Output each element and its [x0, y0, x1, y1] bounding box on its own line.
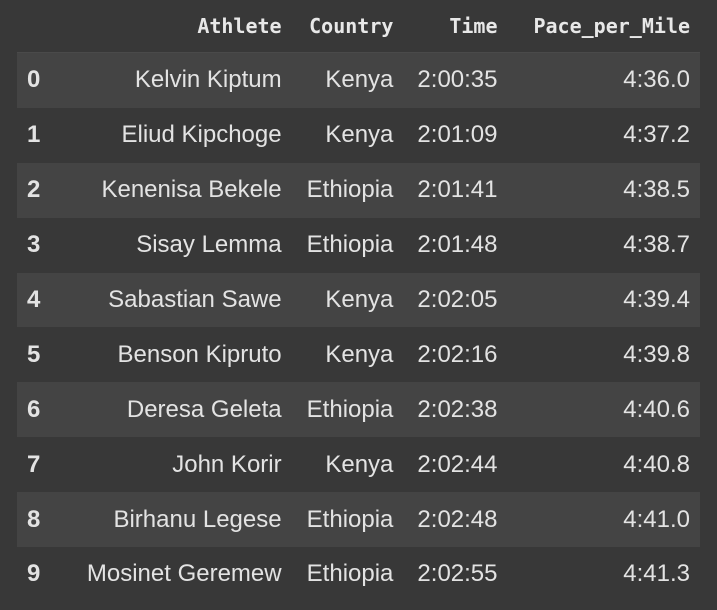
row-index: 5 [27, 340, 41, 368]
table-cell: Deresa Geleta [55, 382, 292, 438]
column-header: Country [291, 0, 404, 53]
table-row: 0 Kelvin Kiptum Kenya 2:00:35 4:36.0 [17, 52, 700, 108]
table-cell: Birhanu Legese [55, 492, 292, 548]
table-row: 3 Sisay Lemma Ethiopia 2:01:48 4:38.7 [17, 218, 700, 273]
table-cell: 4:37.2 [623, 121, 690, 149]
table-row: 2 Kenenisa Bekele Ethiopia 2:01:41 4:38.5 [17, 162, 700, 218]
table-row: 4 Sabastian Sawe Kenya 2:02:05 4:39.4 [17, 272, 700, 328]
table-cell: 2:01:48 [417, 231, 498, 259]
table-cell: 4:39.4 [507, 272, 700, 328]
row-index: 3 [27, 231, 41, 259]
table-cell: 4:39.8 [623, 340, 690, 368]
data-table: Athlete Country Time Pace_per_Mile 0 Kelvin … [17, 0, 700, 602]
column-header: Time [403, 0, 508, 53]
table-cell: Ethiopia [306, 560, 394, 588]
row-index: 7 [27, 450, 41, 478]
table-cell: John Korir [172, 450, 282, 478]
table-cell: 4:38.7 [623, 231, 690, 259]
table-cell: 4:36.0 [507, 52, 700, 108]
table-cell: Kenya [291, 272, 404, 328]
table-cell: Kenya [325, 121, 394, 149]
table-cell: 4:41.3 [623, 560, 690, 588]
table-cell: 2:02:16 [417, 340, 498, 368]
row-index: 0 [17, 52, 55, 108]
table-cell: Eliud Kipchoge [121, 121, 282, 149]
table-cell: 4:40.6 [507, 382, 700, 438]
table-cell: Ethiopia [306, 231, 394, 259]
table-cell: Mosinet Geremew [86, 560, 282, 588]
table-cell: 4:40.8 [623, 450, 690, 478]
table-cell: 2:02:05 [403, 272, 508, 328]
table-cell: Kenya [291, 52, 404, 108]
table-row: 7 John Korir Kenya 2:02:44 4:40.8 [17, 437, 700, 492]
table-cell: 4:41.0 [507, 492, 700, 548]
table-cell: 2:02:55 [417, 560, 498, 588]
row-index: 8 [17, 492, 55, 548]
column-header: Pace_per_Mile [507, 0, 700, 53]
table-cell: Kenenisa Bekele [55, 162, 292, 218]
table-cell: 2:02:48 [403, 492, 508, 548]
table-cell: Ethiopia [291, 382, 404, 438]
table-cell: 2:02:44 [417, 450, 498, 478]
row-index: 4 [17, 272, 55, 328]
table-cell: 2:01:41 [403, 162, 508, 218]
table-cell: Sabastian Sawe [55, 272, 292, 328]
table-body: 0 Kelvin Kiptum Kenya 2:00:35 4:36.0 1 Eliud K… [17, 52, 700, 602]
table-cell: Ethiopia [291, 162, 404, 218]
table-cell: 2:00:35 [403, 52, 508, 108]
table-cell: Sisay Lemma [136, 231, 282, 259]
table-cell: Kenya [325, 450, 394, 478]
header-row: Athlete Country Time Pace_per_Mile [17, 0, 700, 53]
table-cell: Kelvin Kiptum [55, 52, 292, 108]
row-index: 9 [27, 560, 41, 588]
table-row: 6 Deresa Geleta Ethiopia 2:02:38 4:40.6 [17, 382, 700, 438]
table-cell: 2:02:38 [403, 382, 508, 438]
row-index: 2 [17, 162, 55, 218]
table-cell: Ethiopia [291, 492, 404, 548]
row-index: 1 [27, 121, 41, 149]
row-index: 6 [17, 382, 55, 438]
table-cell: Benson Kipruto [117, 340, 282, 368]
table-cell: Kenya [325, 340, 394, 368]
table-row: 5 Benson Kipruto Kenya 2:02:16 4:39.8 [17, 327, 700, 382]
column-header: Athlete [55, 0, 292, 53]
table-cell: 4:38.5 [507, 162, 700, 218]
table-cell: 2:01:09 [417, 121, 498, 149]
table-row: 8 Birhanu Legese Ethiopia 2:02:48 4:41.0 [17, 492, 700, 548]
table-row: 9 Mosinet Geremew Ethiopia 2:02:55 4:41.3 [17, 547, 700, 602]
index-header [17, 0, 55, 53]
table-row: 1 Eliud Kipchoge Kenya 2:01:09 4:37.2 [17, 108, 700, 163]
